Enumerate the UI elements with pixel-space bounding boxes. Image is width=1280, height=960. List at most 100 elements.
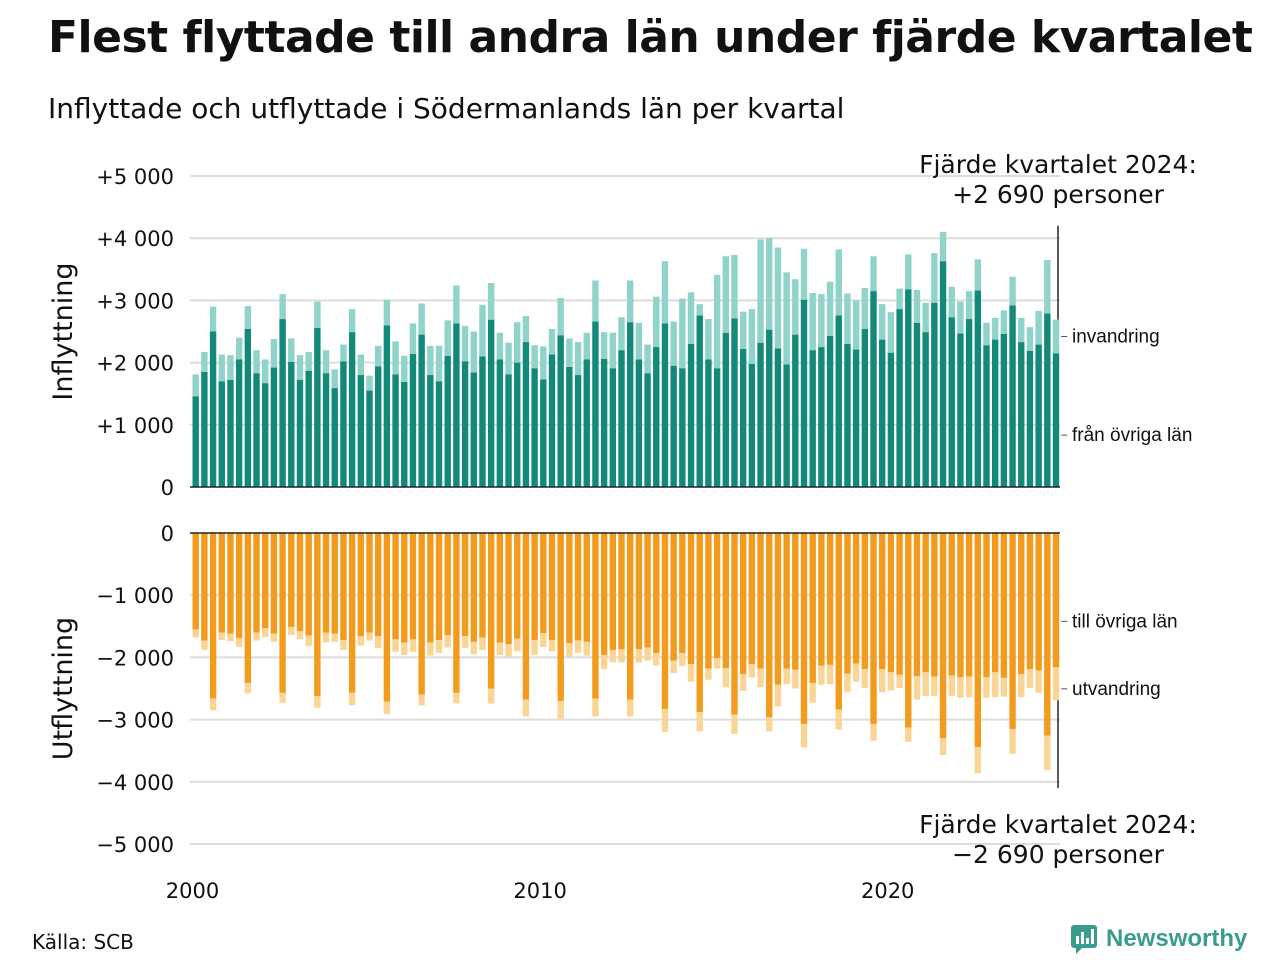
bar-outflow-emigration xyxy=(1035,670,1042,693)
bar-inflow-immigration xyxy=(557,297,564,336)
bar-outflow-emigration xyxy=(844,673,851,693)
bar-outflow-domestic xyxy=(948,533,955,676)
bar-inflow-domestic xyxy=(383,325,391,487)
bar-outflow-emigration xyxy=(653,653,660,666)
bar-outflow-emigration xyxy=(922,672,929,696)
bar-inflow-immigration xyxy=(800,248,808,300)
bar-inflow-immigration xyxy=(574,342,582,376)
bar-outflow-emigration xyxy=(305,635,312,647)
bar-inflow-domestic xyxy=(696,315,703,487)
bar-outflow-domestic xyxy=(705,533,712,669)
bar-inflow-immigration xyxy=(766,238,773,330)
bar-inflow-immigration xyxy=(487,282,495,320)
bar-outflow-domestic xyxy=(592,533,599,699)
bar-outflow-domestic xyxy=(227,533,234,634)
bar-outflow-domestic xyxy=(931,533,938,677)
bar-inflow-domestic xyxy=(635,359,643,487)
bar-inflow-immigration xyxy=(705,319,712,360)
bar-inflow-immigration xyxy=(453,285,460,324)
bar-outflow-emigration xyxy=(279,692,286,703)
series-label: invandring xyxy=(1072,326,1160,347)
bar-inflow-domestic xyxy=(835,315,842,487)
y-tick-label: +4 000 xyxy=(96,227,174,251)
bar-outflow-emigration xyxy=(792,669,799,689)
bar-outflow-domestic xyxy=(209,533,217,699)
bar-outflow-emigration xyxy=(913,676,921,700)
bar-inflow-immigration xyxy=(253,350,260,374)
series-label: från övriga län xyxy=(1072,425,1192,446)
bar-inflow-immigration xyxy=(913,289,921,323)
bar-outflow-domestic xyxy=(479,533,486,638)
bar-inflow-immigration xyxy=(983,322,990,346)
bar-outflow-emigration xyxy=(427,642,434,656)
bar-inflow-immigration xyxy=(844,293,851,344)
brand-name: Newsworthy xyxy=(1106,925,1248,952)
y-tick-label: +1 000 xyxy=(96,414,174,438)
bar-inflow-immigration xyxy=(218,354,225,382)
bar-outflow-domestic xyxy=(757,533,764,669)
bar-inflow-immigration xyxy=(566,338,573,367)
bar-outflow-domestic xyxy=(687,533,695,665)
annotation-text: Fjärde kvartalet 2024: xyxy=(919,150,1197,179)
bar-outflow-emigration xyxy=(696,712,703,732)
bar-inflow-domestic xyxy=(401,381,408,487)
bar-outflow-domestic xyxy=(792,533,799,670)
bar-inflow-immigration xyxy=(653,296,660,348)
bar-outflow-domestic xyxy=(357,533,365,637)
bar-inflow-domestic xyxy=(766,329,773,487)
bar-inflow-domestic xyxy=(262,383,269,487)
bar-inflow-immigration xyxy=(609,332,617,369)
bar-inflow-immigration xyxy=(644,344,651,374)
bar-outflow-emigration xyxy=(244,682,252,694)
bar-inflow-domestic xyxy=(670,365,677,487)
bar-inflow-domestic xyxy=(253,373,260,487)
bar-outflow-emigration xyxy=(401,642,408,655)
y-tick-label: +2 000 xyxy=(96,352,174,376)
bar-outflow-emigration xyxy=(435,639,443,654)
bar-inflow-immigration xyxy=(314,301,321,328)
bar-outflow-emigration xyxy=(618,649,625,663)
x-tick-label: 2020 xyxy=(861,879,914,903)
bar-inflow-immigration xyxy=(818,294,825,348)
bar-outflow-domestic xyxy=(314,533,321,696)
bar-inflow-domestic xyxy=(679,368,686,487)
bar-inflow-domestic xyxy=(427,375,434,487)
bar-outflow-emigration xyxy=(1026,669,1034,688)
newsworthy-logo-icon xyxy=(1071,925,1097,954)
bar-inflow-domestic xyxy=(870,291,877,487)
bar-inflow-domestic xyxy=(366,390,373,487)
bar-outflow-domestic xyxy=(340,533,347,640)
bar-outflow-emigration xyxy=(262,628,269,637)
bar-inflow-immigration xyxy=(713,274,721,369)
bar-inflow-domestic xyxy=(270,367,278,487)
bar-inflow-immigration xyxy=(905,254,912,290)
bar-outflow-emigration xyxy=(731,714,738,734)
bar-inflow-domestic xyxy=(792,334,799,487)
bar-inflow-immigration xyxy=(401,355,408,382)
bar-inflow-domestic xyxy=(757,342,764,487)
bar-outflow-domestic xyxy=(670,533,677,661)
bar-outflow-domestic xyxy=(844,533,851,674)
bar-outflow-emigration xyxy=(739,674,747,691)
bar-inflow-immigration xyxy=(852,300,860,350)
bar-outflow-emigration xyxy=(600,654,608,670)
bar-outflow-domestic xyxy=(262,533,269,629)
bar-outflow-emigration xyxy=(514,638,521,652)
bar-inflow-domestic xyxy=(913,322,921,487)
bar-outflow-domestic xyxy=(418,533,425,695)
bar-outflow-domestic xyxy=(1018,533,1025,675)
bar-outflow-domestic xyxy=(991,533,999,673)
bar-outflow-domestic xyxy=(322,533,330,633)
bar-outflow-emigration xyxy=(835,709,842,730)
bar-outflow-emigration xyxy=(687,664,695,682)
bar-inflow-domestic xyxy=(600,358,608,487)
bar-inflow-immigration xyxy=(896,288,903,310)
bar-outflow-domestic xyxy=(748,533,756,665)
bar-inflow-domestic xyxy=(852,349,860,487)
bar-outflow-emigration xyxy=(609,649,617,663)
bar-outflow-domestic xyxy=(487,533,495,689)
bar-inflow-domestic xyxy=(739,348,747,487)
bar-outflow-domestic xyxy=(453,533,460,693)
bar-outflow-domestic xyxy=(427,533,434,643)
bar-inflow-domestic xyxy=(418,334,425,487)
